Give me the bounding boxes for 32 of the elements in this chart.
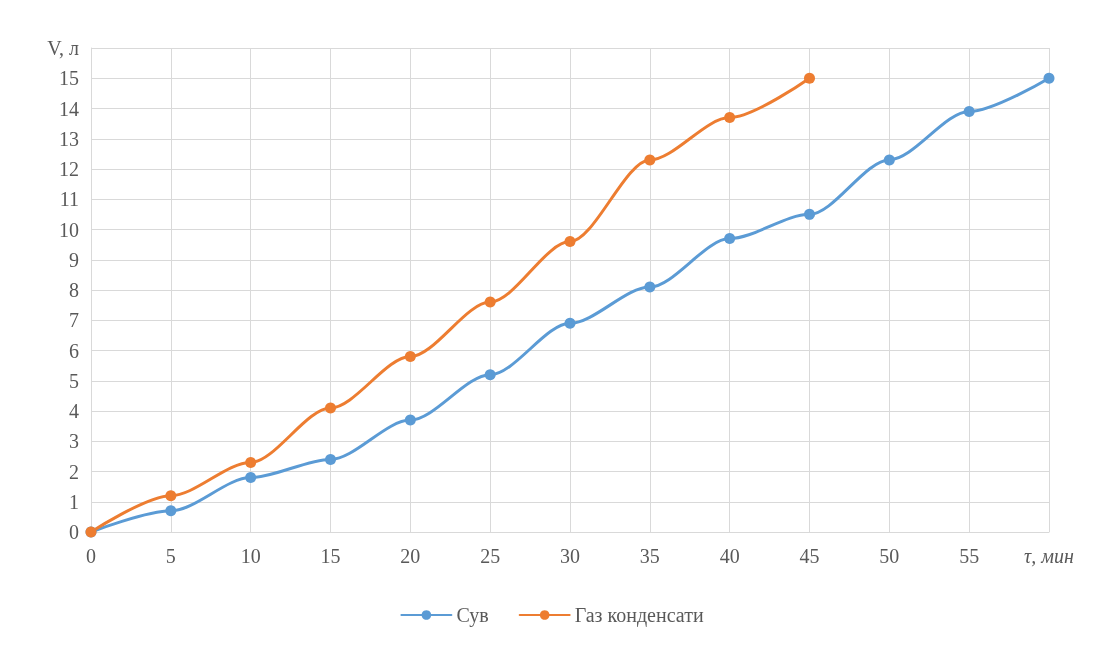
y-axis-title: V, л xyxy=(47,37,80,59)
x-tick-label: 25 xyxy=(480,545,501,567)
y-tick-label: 6 xyxy=(69,339,79,362)
y-tick-label: 9 xyxy=(69,248,79,271)
x-tick-label: 55 xyxy=(959,545,980,567)
x-tick-label: 45 xyxy=(799,545,820,567)
legend-label: Сув xyxy=(456,604,489,627)
x-tick-label: 30 xyxy=(560,545,580,567)
x-tick-label: 35 xyxy=(639,545,660,567)
y-tick-label: 12 xyxy=(59,158,79,180)
y-tick-label: 5 xyxy=(69,369,79,392)
y-tick-label: 3 xyxy=(69,430,79,453)
x-tick-label: 40 xyxy=(719,545,740,567)
y-tick-label: 8 xyxy=(69,279,79,301)
x-tick-label: 20 xyxy=(400,545,421,567)
x-tick-label: 0 xyxy=(86,545,96,567)
y-tick-label: 2 xyxy=(69,460,79,483)
y-tick-label: 10 xyxy=(59,218,79,241)
x-tick-label: 5 xyxy=(165,545,176,567)
x-tick-label: 10 xyxy=(240,545,261,567)
y-tick-label: 1 xyxy=(69,490,79,513)
y-tick-label: 13 xyxy=(59,127,79,150)
x-axis-title: τ, мин xyxy=(1024,545,1074,567)
y-tick-label: 15 xyxy=(59,67,79,90)
y-tick-label: 0 xyxy=(69,521,79,543)
y-tick-label: 14 xyxy=(59,97,79,120)
y-tick-label: 11 xyxy=(59,188,79,211)
y-tick-label: 7 xyxy=(69,309,79,332)
x-tick-label: 50 xyxy=(879,545,900,567)
x-tick-label: 15 xyxy=(320,545,341,567)
legend-label: Газ конденсати xyxy=(574,604,704,627)
y-tick-label: 4 xyxy=(69,400,79,422)
